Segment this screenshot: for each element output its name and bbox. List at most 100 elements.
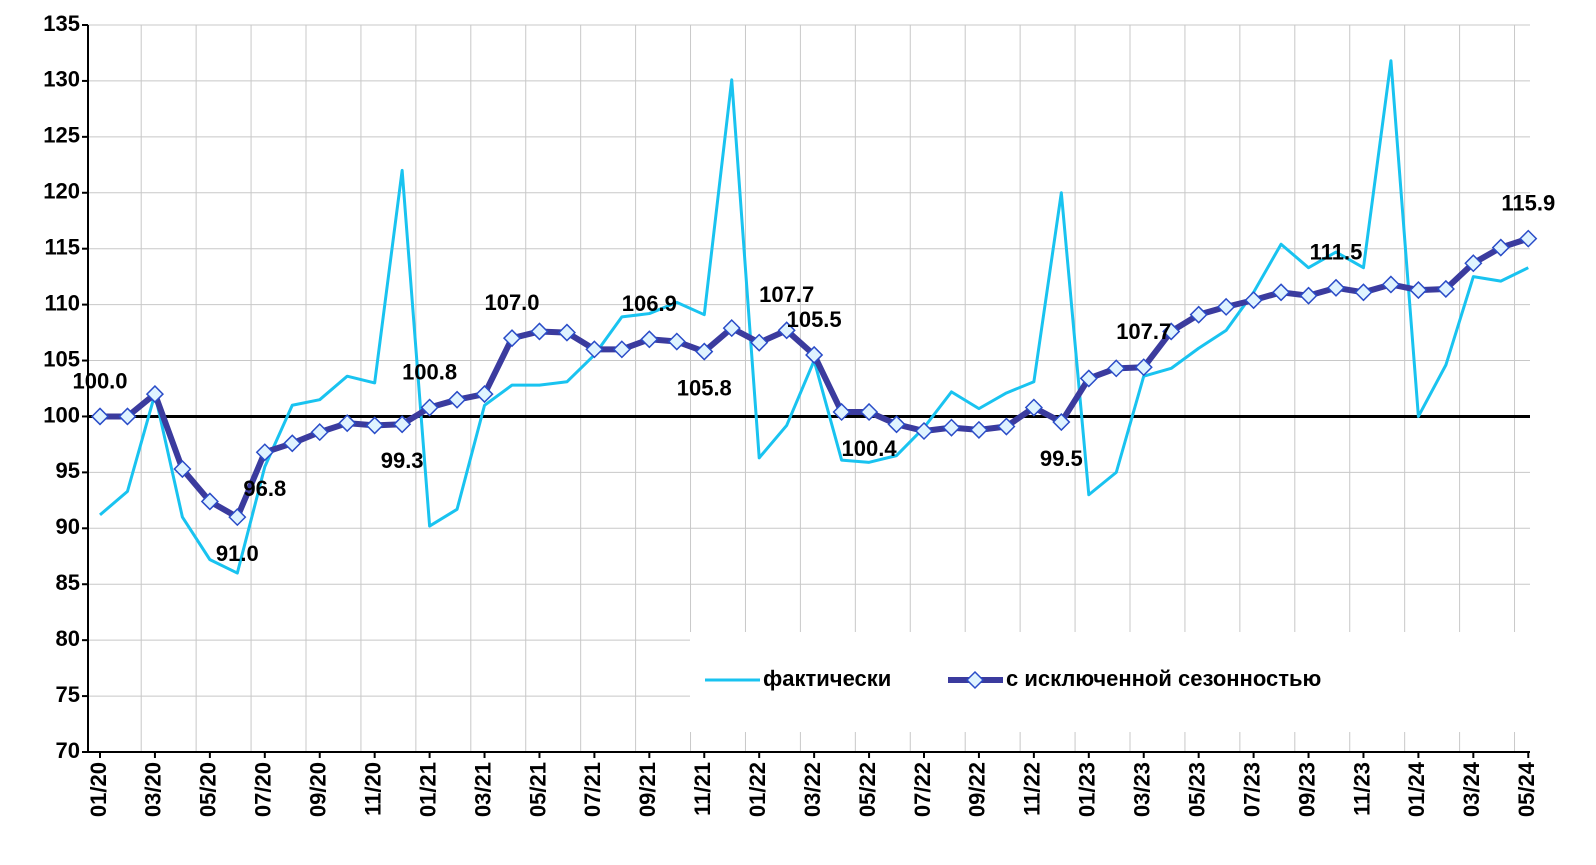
legend-label: с исключенной сезонностью [1006, 666, 1321, 691]
legend-box [690, 632, 1530, 732]
marker [365, 416, 384, 435]
marker [612, 340, 631, 359]
y-tick-label: 100 [43, 402, 80, 427]
legend-marker [965, 670, 985, 690]
marker [1107, 359, 1126, 378]
x-tick-label: 07/22 [910, 762, 935, 817]
marker [1024, 398, 1043, 417]
x-tick-label: 05/21 [525, 762, 550, 817]
marker [942, 418, 961, 437]
data-label: 111.5 [1310, 240, 1363, 265]
marker [667, 332, 686, 351]
x-tick-label: 03/21 [470, 762, 495, 817]
x-tick-label: 01/21 [415, 762, 440, 817]
marker [640, 330, 659, 349]
x-tick-label: 09/21 [635, 762, 660, 817]
data-label: 100.0 [72, 368, 127, 393]
marker [90, 407, 110, 426]
data-label: 96.8 [243, 476, 286, 501]
y-tick-label: 105 [43, 346, 80, 371]
x-tick-label: 09/20 [306, 762, 331, 817]
marker [557, 323, 576, 342]
marker [502, 329, 522, 348]
marker [969, 420, 988, 439]
x-tick-label: 03/20 [141, 762, 166, 817]
series-line [100, 235, 1530, 521]
marker [255, 443, 274, 462]
marker [393, 415, 412, 434]
x-tick-label: 07/23 [1239, 762, 1264, 817]
x-tick-label: 11/22 [1020, 762, 1045, 816]
data-label: 99.5 [1040, 446, 1083, 471]
x-tick-label: 03/23 [1130, 762, 1155, 817]
marker [750, 333, 769, 352]
data-label: 105.8 [677, 375, 732, 400]
data-label: 100.4 [842, 436, 898, 461]
data-label: 105.5 [787, 307, 842, 332]
x-tick-label: 05/24 [1514, 761, 1539, 817]
marker [1079, 369, 1098, 388]
marker [173, 459, 192, 479]
marker [1464, 254, 1483, 273]
data-label: 115.9 [1501, 190, 1555, 215]
x-tick-label: 03/24 [1459, 761, 1484, 817]
marker [914, 421, 934, 441]
x-tick-label: 05/20 [196, 762, 221, 817]
y-tick-label: 75 [56, 682, 80, 707]
marker [1436, 279, 1455, 299]
x-tick-label: 01/24 [1404, 761, 1429, 817]
marker [997, 417, 1016, 436]
marker [1272, 283, 1291, 302]
x-tick-label: 01/23 [1075, 762, 1100, 817]
y-tick-label: 110 [45, 290, 81, 315]
y-tick-label: 70 [56, 738, 80, 763]
y-tick-label: 125 [43, 123, 80, 148]
marker [200, 492, 219, 511]
marker [1326, 278, 1346, 297]
marker [860, 402, 879, 422]
marker [832, 402, 851, 422]
marker [310, 423, 329, 442]
x-tick-label: 11/20 [360, 762, 385, 816]
marker [145, 385, 164, 404]
legend-label: фактически [763, 666, 891, 691]
x-tick-label: 05/22 [855, 762, 880, 817]
x-tick-label: 07/21 [580, 762, 605, 817]
marker [1244, 291, 1263, 310]
marker [585, 340, 604, 359]
marker [420, 398, 439, 417]
marker [722, 319, 741, 338]
data-label: 99.3 [381, 448, 424, 473]
marker [1052, 412, 1071, 432]
x-tick-label: 11/21 [690, 762, 715, 816]
x-tick-label: 07/20 [251, 762, 276, 817]
marker [1162, 322, 1181, 341]
marker [228, 508, 247, 527]
marker [1409, 281, 1428, 300]
data-label: 107.0 [484, 290, 539, 315]
marker [887, 415, 906, 434]
y-tick-label: 115 [45, 235, 81, 260]
marker [1491, 238, 1510, 257]
y-tick-label: 80 [56, 626, 80, 651]
data-label: 91.0 [216, 541, 259, 566]
data-label: 107.7 [759, 282, 814, 307]
x-tick-label: 05/23 [1184, 762, 1209, 817]
y-tick-label: 90 [56, 514, 80, 539]
x-tick-label: 01/20 [86, 762, 111, 817]
marker [1519, 229, 1538, 248]
marker [805, 345, 824, 365]
marker [1189, 305, 1208, 324]
x-tick-label: 09/22 [965, 762, 990, 817]
marker [1134, 358, 1153, 377]
x-tick-label: 01/22 [745, 762, 770, 817]
x-tick-label: 11/23 [1349, 762, 1374, 816]
y-tick-label: 85 [56, 570, 80, 595]
y-tick-label: 95 [56, 458, 80, 483]
marker [1354, 283, 1373, 302]
marker [283, 434, 302, 453]
marker [448, 390, 467, 409]
marker [1299, 286, 1318, 305]
data-label: 106.9 [622, 291, 677, 316]
x-tick-label: 03/22 [800, 762, 825, 817]
